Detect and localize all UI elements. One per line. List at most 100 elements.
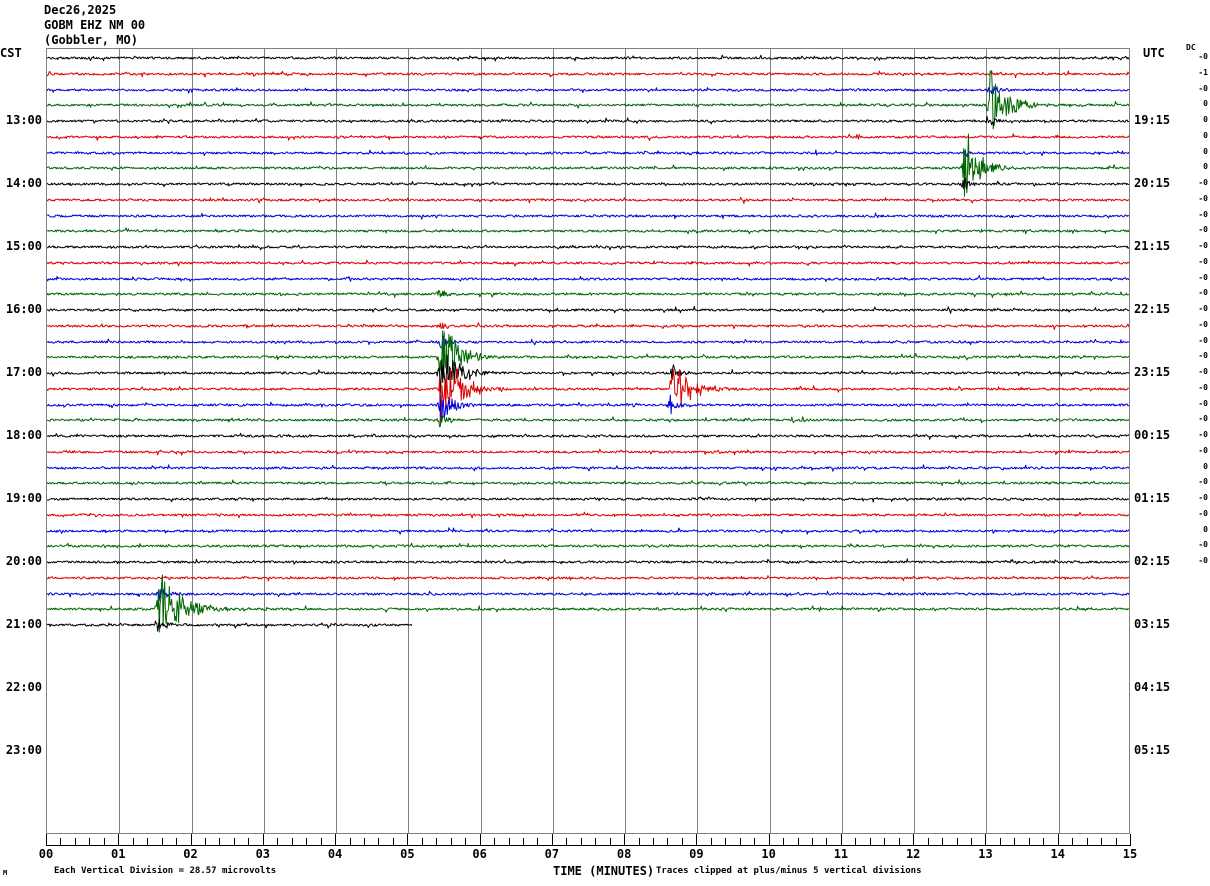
seismic-trace-27 bbox=[47, 453, 1129, 513]
x-tick-48 bbox=[739, 838, 741, 845]
seismic-trace-13 bbox=[47, 233, 1129, 293]
left-time-label-1500: 15:00 bbox=[5, 239, 42, 253]
dc-value-7: 0 bbox=[1203, 162, 1208, 172]
x-tick-29 bbox=[465, 838, 467, 845]
x-tick-46 bbox=[710, 838, 712, 845]
dc-value-15: -0 bbox=[1198, 288, 1208, 298]
x-tick-69 bbox=[1043, 838, 1045, 845]
x-tick-43 bbox=[667, 838, 669, 845]
x-tick-70 bbox=[1057, 834, 1059, 845]
right-time-label-0215: 02:15 bbox=[1134, 554, 1171, 568]
x-tick-24 bbox=[392, 838, 394, 845]
x-tick-28 bbox=[450, 838, 452, 845]
seismic-trace-11 bbox=[47, 201, 1129, 261]
x-tick-45 bbox=[696, 834, 698, 845]
seismic-trace-24 bbox=[47, 406, 1129, 466]
gridline-minute-04 bbox=[336, 49, 338, 833]
dc-value-3: 0 bbox=[1203, 99, 1208, 109]
dc-value-2: -0 bbox=[1198, 83, 1208, 93]
x-tick-4 bbox=[103, 838, 105, 845]
dc-value-19: -0 bbox=[1198, 351, 1208, 361]
seismic-trace-25 bbox=[47, 422, 1129, 482]
seismic-trace-22 bbox=[47, 375, 1129, 435]
x-tick-0 bbox=[46, 834, 47, 845]
left-time-label-1600: 16:00 bbox=[5, 302, 42, 316]
x-tick-49 bbox=[754, 838, 756, 845]
x-tick-13 bbox=[233, 838, 235, 845]
left-time-label-1700: 17:00 bbox=[5, 365, 42, 379]
x-tick-54 bbox=[826, 838, 828, 845]
left-time-label-2100: 21:00 bbox=[5, 617, 42, 631]
seismic-trace-23 bbox=[47, 390, 1129, 450]
right-time-label-0015: 00:15 bbox=[1134, 428, 1171, 442]
right-time-label-0115: 01:15 bbox=[1134, 491, 1171, 505]
dc-value-18: -0 bbox=[1198, 335, 1208, 345]
x-tick-35 bbox=[551, 834, 553, 845]
left-time-label-1900: 19:00 bbox=[5, 491, 42, 505]
seismic-trace-6 bbox=[47, 123, 1129, 183]
gridline-minute-08 bbox=[625, 49, 627, 833]
gridline-minute-14 bbox=[1058, 49, 1060, 833]
x-axis-label-09: 09 bbox=[689, 847, 704, 861]
seismic-trace-8 bbox=[47, 154, 1129, 214]
seismic-trace-36 bbox=[47, 595, 1129, 655]
gridline-minute-02 bbox=[191, 49, 193, 833]
x-axis bbox=[46, 834, 1131, 846]
dc-value-9: -0 bbox=[1198, 193, 1208, 203]
x-tick-38 bbox=[595, 838, 597, 845]
gridline-minute-06 bbox=[480, 49, 482, 833]
dc-value-26: 0 bbox=[1203, 461, 1208, 471]
chart-title-block: Dec26,2025 GOBM EHZ NM 00 (Gobbler, MO) bbox=[44, 3, 145, 48]
seismic-trace-10 bbox=[47, 186, 1129, 246]
x-tick-3 bbox=[89, 838, 91, 845]
x-tick-42 bbox=[653, 838, 655, 845]
dc-value-8: -0 bbox=[1198, 178, 1208, 187]
x-tick-9 bbox=[176, 838, 178, 845]
x-tick-68 bbox=[1028, 838, 1030, 845]
plot-inner bbox=[47, 49, 1129, 833]
gridline-minute-05 bbox=[408, 49, 410, 833]
seismic-trace-30 bbox=[47, 501, 1129, 561]
dc-value-28: -0 bbox=[1198, 493, 1208, 502]
x-tick-40 bbox=[624, 834, 626, 845]
x-tick-30 bbox=[479, 834, 481, 845]
dc-value-32: -0 bbox=[1198, 556, 1208, 565]
chart-date: Dec26,2025 bbox=[44, 3, 117, 17]
x-axis-label-07: 07 bbox=[544, 847, 560, 861]
dc-value-23: -0 bbox=[1198, 414, 1208, 424]
x-tick-74 bbox=[1115, 838, 1117, 845]
x-tick-21 bbox=[349, 838, 351, 845]
dc-value-6: 0 bbox=[1203, 146, 1208, 156]
dc-value-0: -0 bbox=[1198, 52, 1208, 61]
x-tick-41 bbox=[638, 838, 640, 845]
x-tick-75 bbox=[1130, 834, 1131, 845]
left-time-label-1800: 18:00 bbox=[5, 428, 42, 442]
x-tick-36 bbox=[566, 838, 568, 845]
dc-value-20: -0 bbox=[1198, 367, 1208, 376]
x-tick-33 bbox=[522, 838, 524, 845]
x-axis-label-08: 08 bbox=[616, 847, 632, 861]
seismic-trace-21 bbox=[47, 359, 1129, 419]
seismic-trace-16 bbox=[47, 280, 1129, 340]
right-time-label-2315: 23:15 bbox=[1134, 365, 1171, 379]
right-time-label-0415: 04:15 bbox=[1134, 680, 1171, 694]
x-tick-67 bbox=[1014, 838, 1016, 845]
x-axis-label-01: 01 bbox=[111, 847, 126, 861]
dc-value-21: -0 bbox=[1198, 382, 1208, 392]
x-tick-55 bbox=[840, 834, 842, 845]
x-tick-10 bbox=[190, 834, 192, 845]
gridline-minute-11 bbox=[841, 49, 843, 833]
seismic-trace-2 bbox=[47, 60, 1129, 120]
x-tick-34 bbox=[537, 838, 539, 845]
seismic-trace-19 bbox=[47, 327, 1129, 387]
corner-mark: M bbox=[3, 869, 8, 877]
seismic-trace-3 bbox=[47, 75, 1129, 135]
x-tick-58 bbox=[884, 838, 886, 845]
dc-value-13: -0 bbox=[1198, 256, 1208, 266]
x-tick-72 bbox=[1086, 838, 1088, 845]
seismic-trace-7 bbox=[47, 138, 1129, 198]
x-tick-20 bbox=[335, 834, 337, 845]
x-tick-19 bbox=[320, 838, 322, 845]
x-tick-14 bbox=[248, 838, 250, 845]
x-tick-11 bbox=[204, 838, 206, 845]
